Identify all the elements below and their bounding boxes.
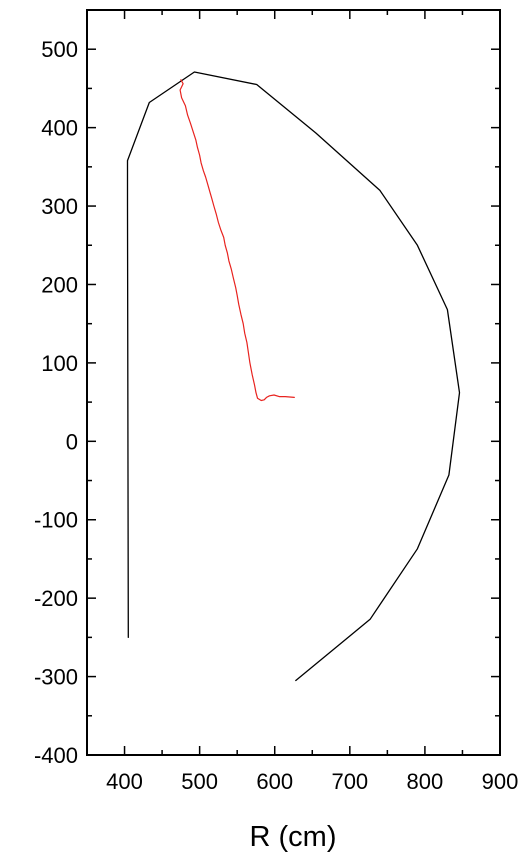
- y-tick-label: 500: [41, 37, 78, 62]
- x-tick-label: 500: [181, 769, 218, 794]
- y-tick-label: 400: [41, 116, 78, 141]
- x-tick-label: 600: [256, 769, 293, 794]
- series-layer: [126, 71, 461, 682]
- y-tick-label: -200: [34, 586, 78, 611]
- x-axis-title: R (cm): [250, 821, 337, 853]
- y-tick-label: -300: [34, 665, 78, 690]
- series-line-2: [179, 79, 295, 402]
- y-tick-label: 100: [41, 351, 78, 376]
- x-tick-label: 800: [407, 769, 444, 794]
- y-tick-label: 300: [41, 194, 78, 219]
- y-tick-label: 0: [66, 429, 78, 454]
- y-tick-label: -100: [34, 508, 78, 533]
- plot-frame: [86, 9, 501, 756]
- x-tick-label: 900: [482, 769, 519, 794]
- y-tick-label: 200: [41, 272, 78, 297]
- x-tick-label: 400: [106, 769, 143, 794]
- y-tick-label: -400: [34, 743, 78, 768]
- tick-labels-layer: 400 500 600 700 800 900 -400 -300 -200 -100 0 100 20…: [34, 37, 518, 794]
- series-line-1: [126, 71, 461, 682]
- x-tick-label: 700: [331, 769, 368, 794]
